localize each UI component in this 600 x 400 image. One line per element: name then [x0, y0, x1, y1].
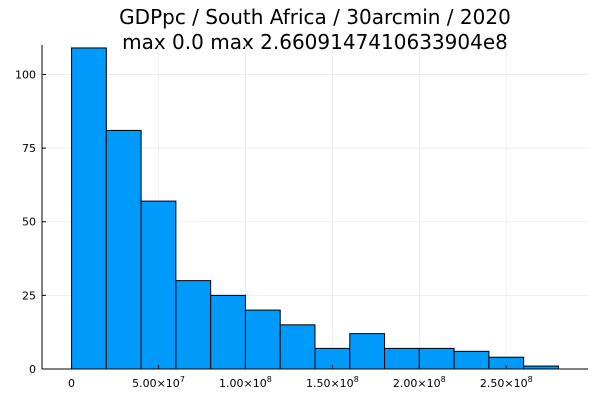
x-tick-label-2: 1.00×108 — [219, 375, 272, 390]
histogram-bar-4 — [210, 294, 246, 370]
histogram-bar-10 — [418, 347, 455, 370]
y-tick-label-1: 25 — [22, 289, 36, 302]
x-tick-label-4: 2.00×108 — [393, 375, 446, 390]
x-tick-label-0: 0 — [68, 377, 75, 390]
y-tick-label-3: 75 — [22, 142, 36, 155]
axes — [41, 45, 588, 370]
y-tick-label-4: 100 — [15, 68, 36, 81]
histogram-bars — [71, 47, 559, 370]
y-tick-label-2: 50 — [22, 216, 36, 229]
x-tick-label-3: 1.50×108 — [306, 375, 359, 390]
chart-title-line-2: max 0.0 max 2.6609147410633904e8 — [122, 30, 508, 54]
histogram-bar-0 — [71, 47, 107, 370]
x-tick-label-1: 5.00×107 — [132, 375, 185, 390]
tick-labels: 0 25 50 75 100 0 5.00×107 1.00×108 1.50×108 2.00×… — [15, 68, 533, 390]
histogram-bar-3 — [175, 280, 212, 370]
histogram-bar-8 — [349, 333, 386, 370]
histogram-bar-5 — [244, 309, 281, 370]
histogram-bar-2 — [140, 200, 177, 370]
histogram-bar-1 — [105, 129, 142, 370]
x-tick-label-5: 2.50×108 — [480, 375, 533, 390]
histogram-bar-11 — [453, 350, 490, 370]
histogram-bar-6 — [279, 324, 316, 370]
histogram-bar-9 — [384, 347, 420, 370]
y-tick-label-0: 0 — [29, 363, 36, 376]
chart-title-line-1: GDPpc / South Africa / 30arcmin / 2020 — [119, 5, 511, 29]
